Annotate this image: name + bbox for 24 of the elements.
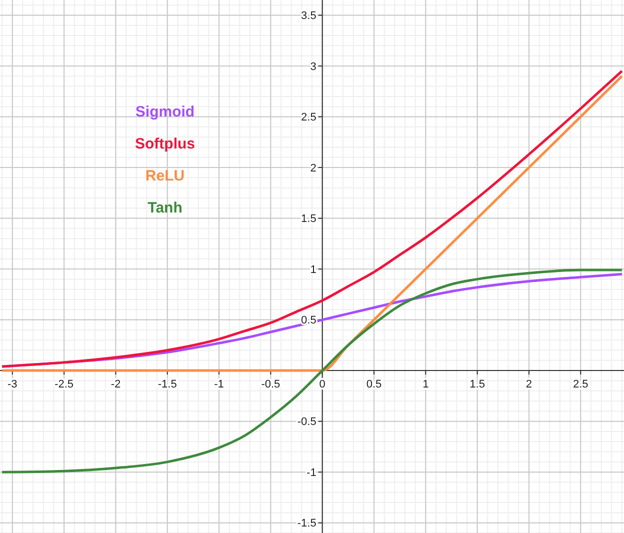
y-tick-label: 3.5 xyxy=(301,10,316,22)
y-tick-label: 1.5 xyxy=(301,213,316,226)
text: Sigmoid xyxy=(135,103,195,120)
x-tick-label: -0.5 xyxy=(261,378,280,391)
x-tick-label: 1 xyxy=(422,378,429,391)
y-tick-label: 2 xyxy=(310,162,316,174)
x-tick-label: -1.5 xyxy=(158,378,177,391)
y-tick-label: 3 xyxy=(310,60,316,73)
y-tick-label: -1.5 xyxy=(297,518,316,530)
y-tick-label: -0.5 xyxy=(297,416,316,428)
x-tick-label: 1.5 xyxy=(470,378,485,391)
text: ReLU xyxy=(145,167,185,184)
x-tick-label: 2.5 xyxy=(572,378,588,391)
x-tick-label: -2 xyxy=(110,378,121,391)
text: Softplus xyxy=(135,135,195,152)
text: Tanh xyxy=(148,199,182,216)
x-tick-label: 2 xyxy=(526,378,532,391)
x-tick-label: -1 xyxy=(214,378,224,391)
y-tick-label: -1 xyxy=(306,466,316,479)
y-tick-label: 1 xyxy=(310,264,316,276)
x-tick-label: -2.5 xyxy=(54,378,74,391)
x-tick-label: 0.5 xyxy=(366,378,382,391)
x-tick-label: -3 xyxy=(8,378,18,391)
y-tick-label: 2.5 xyxy=(301,112,316,124)
